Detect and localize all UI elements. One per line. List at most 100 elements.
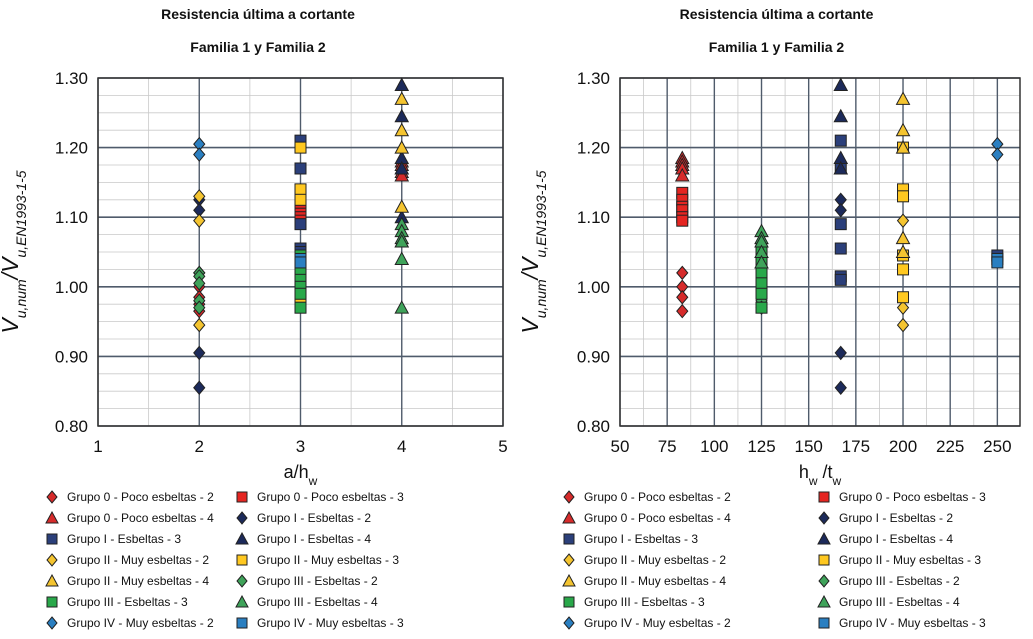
series-grupo-0-poco-esbeltas-3 [676, 186, 689, 227]
y-tick-label: 1.20 [55, 139, 88, 158]
legend-item: Grupo I - Esbeltas - 2 [235, 509, 440, 526]
legend-label: Grupo I - Esbeltas - 4 [839, 531, 954, 546]
legend-item: Grupo I - Esbeltas - 2 [817, 509, 1027, 526]
legend-label: Grupo 0 - Poco esbeltas - 2 [67, 489, 214, 504]
series-grupo-ii-muy-esbeltas-2 [193, 189, 206, 333]
data-point [294, 141, 307, 154]
data-point [193, 300, 206, 315]
y-axis-label: Vu,num/Vu,EN1993-1-5 [517, 170, 549, 333]
legend-marker [236, 554, 248, 565]
legend-marker [818, 491, 830, 502]
series-grupo-ii-muy-esbeltas-2 [896, 213, 910, 333]
legend-label: Grupo 0 - Poco esbeltas - 2 [584, 489, 731, 504]
legend-item: Grupo II - Muy esbeltas - 2 [562, 551, 817, 568]
legend-marker [46, 615, 58, 630]
square-marker-icon [236, 554, 248, 565]
x-tick-label: 125 [747, 437, 775, 456]
x-axis-label: a/hw [284, 462, 318, 488]
chart-subtitle: Familia 1 y Familia 2 [708, 39, 845, 55]
data-point [294, 287, 307, 300]
legend-item: Grupo I - Esbeltas - 4 [235, 530, 440, 547]
square-marker-icon [818, 491, 830, 502]
y-tick-label: 0.90 [55, 347, 88, 366]
legend-item: Grupo III - Esbeltas - 4 [817, 593, 1027, 610]
legend-item: Grupo I - Esbeltas - 3 [562, 530, 817, 547]
legend-item: Grupo 0 - Poco esbeltas - 2 [45, 488, 235, 505]
data-point [895, 122, 911, 137]
x-tick-label: 5 [498, 437, 507, 456]
y-tick-label: 1.30 [55, 69, 88, 88]
data-point [394, 251, 410, 265]
data-point [896, 300, 910, 315]
series-grupo-0-poco-esbeltas-4 [674, 150, 690, 182]
legend-item: Grupo III - Esbeltas - 3 [562, 593, 817, 610]
chart-subtitle: Familia 1 y Familia 2 [190, 39, 326, 55]
triangle-marker-icon [235, 531, 249, 544]
data-point [895, 244, 911, 258]
triangle-marker-icon [817, 531, 831, 544]
x-tick-label: 4 [397, 437, 406, 456]
legend-item: Grupo II - Muy esbeltas - 3 [235, 551, 440, 568]
data-point [834, 380, 847, 395]
square-marker-icon [236, 617, 248, 628]
series-grupo-iii-esbeltas-2 [193, 265, 206, 315]
data-point [193, 276, 206, 291]
legend-marker [818, 573, 830, 588]
chart-panel-left: Resistencia última a cortante Familia 1 … [0, 0, 516, 639]
y-tick-label: 1.00 [577, 278, 610, 297]
legend-label: Grupo 0 - Poco esbeltas - 3 [839, 489, 986, 504]
legend-label: Grupo III - Esbeltas - 4 [257, 594, 378, 609]
legend-label: Grupo I - Esbeltas - 3 [67, 531, 182, 546]
legend-marker [818, 617, 830, 628]
data-point [834, 202, 847, 218]
triangle-marker-icon [235, 594, 249, 607]
series-grupo-0-poco-esbeltas-2 [676, 265, 689, 319]
data-point [193, 213, 206, 228]
series-grupo-iii-esbeltas-4 [754, 223, 769, 269]
data-point [394, 91, 410, 105]
plot-frame [97, 77, 504, 427]
x-tick-label: 100 [700, 437, 728, 456]
square-marker-icon [46, 596, 58, 607]
legend-marker [562, 510, 576, 523]
legend-marker [45, 510, 59, 523]
data-point [897, 190, 910, 203]
legend-label: Grupo I - Esbeltas - 4 [257, 531, 372, 546]
square-marker-icon [46, 533, 58, 544]
legend-marker [236, 617, 248, 628]
data-point [834, 134, 847, 147]
plot-frame [619, 77, 1021, 427]
diamond-marker-icon [818, 510, 830, 525]
legend-label: Grupo II - Muy esbeltas - 3 [839, 552, 982, 567]
legend-item: Grupo II - Muy esbeltas - 3 [817, 551, 1027, 568]
diamond-marker-icon [46, 489, 58, 504]
chart-title: Resistencia última a cortante [161, 6, 355, 22]
data-point [834, 242, 847, 255]
legend-label: Grupo III - Esbeltas - 2 [257, 573, 378, 588]
data-point [394, 234, 410, 248]
legend-item: Grupo IV - Muy esbeltas - 3 [235, 614, 440, 631]
data-point [834, 218, 847, 231]
data-point [394, 167, 410, 182]
legend-marker [46, 533, 58, 544]
data-point [193, 317, 206, 333]
data-point [676, 265, 689, 281]
data-point [394, 140, 410, 154]
legend-marker [818, 510, 830, 525]
data-point [895, 140, 911, 154]
legend-label: Grupo IV - Muy esbeltas - 3 [839, 615, 986, 630]
legend-label: Grupo 0 - Poco esbeltas - 4 [584, 510, 731, 525]
data-point [394, 199, 410, 213]
legend-label: Grupo IV - Muy esbeltas - 2 [67, 615, 214, 630]
y-tick-label: 0.80 [55, 417, 88, 436]
legend-marker [45, 573, 59, 586]
diamond-marker-icon [563, 552, 575, 567]
legend-item: Grupo 0 - Poco esbeltas - 4 [562, 509, 817, 526]
legend-item: Grupo 0 - Poco esbeltas - 3 [235, 488, 440, 505]
data-point [294, 301, 307, 314]
legend-label: Grupo II - Muy esbeltas - 2 [67, 552, 210, 567]
x-tick-label: 200 [889, 437, 917, 456]
legend-left: Grupo 0 - Poco esbeltas - 2 Grupo 0 - Poc… [45, 488, 440, 631]
y-tick-label: 1.20 [577, 139, 610, 158]
x-tick-label: 3 [296, 437, 305, 456]
